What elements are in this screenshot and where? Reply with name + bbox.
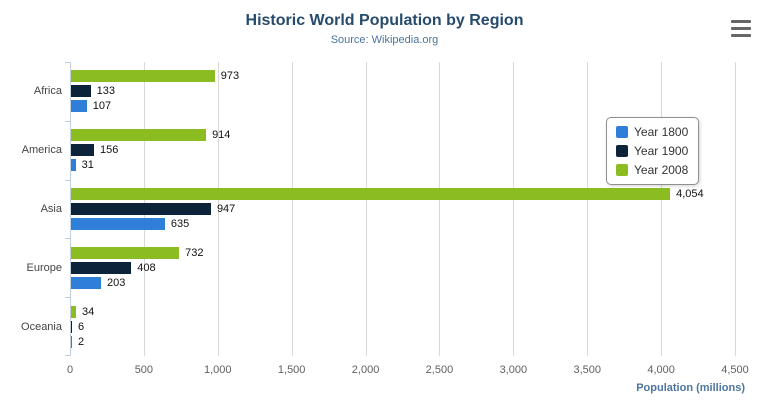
gridline <box>291 62 293 356</box>
bar-year-1800-asia[interactable] <box>71 218 165 230</box>
bar-year-1900-america[interactable] <box>71 144 95 157</box>
bar-year-2008-oceania[interactable] <box>71 305 77 318</box>
legend-swatch <box>616 126 628 138</box>
chart-subtitle: Source: Wikipedia.org <box>330 34 439 46</box>
legend: Year 1800 Year 1900 Year 2008 <box>606 117 700 185</box>
data-label: 973 <box>220 70 240 83</box>
x-tick-label: 2,000 <box>351 364 380 376</box>
data-label: 203 <box>106 276 126 289</box>
gridline <box>587 62 589 356</box>
y-axis-tick <box>65 120 70 122</box>
bar-year-1900-asia[interactable] <box>71 203 211 215</box>
bar-year-1900-oceania[interactable] <box>71 320 72 333</box>
y-axis-tick <box>65 179 70 181</box>
x-tick-label: 3,000 <box>499 364 528 376</box>
data-label: 6 <box>78 320 85 333</box>
data-label: 34 <box>82 305 95 318</box>
hamburger-bar <box>731 27 751 30</box>
gridline <box>661 62 663 356</box>
bar-year-2008-africa[interactable] <box>71 70 215 83</box>
hamburger-bar <box>731 20 751 23</box>
legend-swatch <box>616 164 628 176</box>
bar-year-1800-america[interactable] <box>71 159 76 172</box>
hamburger-menu-icon[interactable] <box>731 20 751 37</box>
hamburger-bar <box>731 34 751 37</box>
bar-year-1900-africa[interactable] <box>71 85 91 98</box>
category-label: America <box>21 144 62 157</box>
category-label: Asia <box>40 203 62 215</box>
bar-year-2008-europe[interactable] <box>71 246 180 259</box>
y-axis-tick <box>65 238 70 240</box>
legend-label: Year 1800 <box>634 125 689 139</box>
gridline <box>365 62 367 356</box>
x-tick-label: 4,500 <box>721 364 749 376</box>
x-tick-label: 1,000 <box>204 364 232 376</box>
bar-year-1800-oceania[interactable] <box>71 335 72 348</box>
data-label: 947 <box>216 203 236 215</box>
gridline <box>217 62 219 356</box>
gridline <box>439 62 441 356</box>
legend-label: Year 1900 <box>634 144 689 158</box>
gridline <box>513 62 515 356</box>
x-axis-title: Population (millions) <box>636 382 745 394</box>
bar-year-1800-europe[interactable] <box>71 276 101 289</box>
y-axis-tick <box>65 355 70 356</box>
legend-item-year-1800[interactable]: Year 1800 <box>616 125 688 139</box>
x-tick-label: 2,500 <box>425 364 454 376</box>
data-label: 635 <box>170 218 190 230</box>
data-label: 2 <box>78 335 85 348</box>
legend-item-year-1900[interactable]: Year 1900 <box>616 144 688 158</box>
data-label: 4,054 <box>676 188 704 200</box>
y-axis-tick <box>65 297 70 299</box>
gridline <box>735 62 736 356</box>
data-label: 107 <box>92 100 112 113</box>
bar-year-1900-europe[interactable] <box>71 261 132 274</box>
data-label: 133 <box>96 85 115 98</box>
y-axis-line <box>70 62 71 356</box>
y-axis-tick <box>65 62 70 63</box>
x-tick-label: 0 <box>66 364 74 376</box>
legend-swatch <box>616 145 628 157</box>
category-label: Europe <box>26 261 62 274</box>
x-tick-label: 500 <box>134 364 154 376</box>
data-label: 732 <box>185 246 204 259</box>
plot-area: 973 133 107 914 156 31 4,054 947 635 732 408 203 34 6… <box>65 62 736 356</box>
category-label: Africa <box>33 85 62 98</box>
legend-label: Year 2008 <box>634 163 689 177</box>
bar-year-2008-asia[interactable] <box>71 188 671 200</box>
x-tick-label: 3,500 <box>573 364 601 376</box>
bar-year-2008-america[interactable] <box>71 129 207 142</box>
data-label: 31 <box>81 159 94 172</box>
legend-item-year-2008[interactable]: Year 2008 <box>616 163 688 177</box>
data-label: 914 <box>212 129 231 142</box>
chart-title: Historic World Population by Region <box>245 12 524 29</box>
data-label: 156 <box>100 144 119 157</box>
category-label: Oceania <box>21 320 62 333</box>
x-tick-label: 4,000 <box>647 364 675 376</box>
x-tick-label: 1,500 <box>277 364 306 376</box>
data-label: 408 <box>137 261 156 274</box>
bar-year-1800-africa[interactable] <box>71 100 87 113</box>
